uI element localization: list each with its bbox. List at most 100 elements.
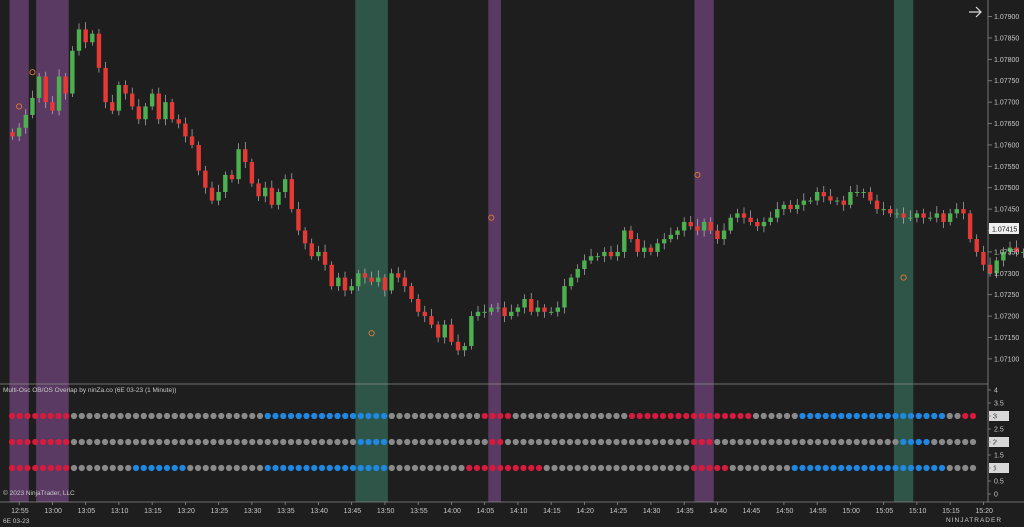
time-tick-label: 15:10: [909, 508, 927, 515]
osc-dot: [675, 438, 682, 446]
osc-dot: [318, 464, 326, 472]
osc-dot: [396, 412, 403, 420]
osc-dot: [907, 438, 915, 446]
price-tick-label: 1.07550: [994, 164, 1019, 171]
candle-body: [462, 346, 467, 351]
candle-body: [828, 196, 833, 201]
osc-dot: [156, 412, 163, 420]
osc-dot: [683, 412, 690, 420]
osc-dot: [737, 438, 744, 446]
osc-dot: [272, 438, 279, 446]
candle-body: [110, 102, 115, 111]
osc-dot: [334, 412, 341, 420]
candle-body: [149, 93, 155, 107]
osc-dot: [55, 464, 62, 472]
osc-dot: [698, 464, 705, 472]
candle-body: [356, 273, 361, 287]
osc-dot: [574, 412, 581, 420]
osc-dot: [814, 464, 822, 472]
candle-body: [369, 277, 374, 282]
candle-body: [775, 209, 780, 218]
osc-dot: [621, 412, 628, 420]
candle-body: [535, 307, 541, 312]
price-axis: 1.07900 1.07850 1.07800 1.07750 1.07700 1.076…: [988, 14, 1019, 363]
osc-dot: [256, 412, 264, 420]
osc-dot: [783, 464, 791, 472]
osc-dot: [39, 412, 47, 420]
osc-dot: [163, 464, 171, 472]
arrow-right-icon[interactable]: [969, 6, 982, 18]
candle-body: [602, 251, 607, 257]
osc-dot: [295, 464, 302, 472]
osc-dot: [388, 412, 395, 420]
osc-dot: [861, 464, 868, 472]
osc-dot: [342, 438, 349, 446]
osc-dot: [962, 438, 969, 446]
osc-dot: [101, 412, 109, 420]
signal-marker: [900, 274, 907, 281]
candle-body: [1014, 247, 1019, 252]
osc-dot: [249, 412, 256, 420]
osc-dot: [16, 464, 23, 472]
osc-dot: [435, 412, 442, 420]
candle-body: [921, 213, 926, 218]
candle-body: [243, 149, 248, 163]
osc-dot: [783, 438, 791, 446]
osc-dot: [931, 438, 938, 446]
oscillator-panel: 3 2 1: [8, 411, 1009, 473]
candle-body: [389, 273, 394, 291]
osc-dot: [845, 438, 853, 446]
osc-dot: [373, 464, 380, 472]
osc-dot: [442, 438, 450, 446]
osc-dot: [218, 412, 225, 420]
candle-body: [721, 230, 727, 240]
osc-dot: [706, 412, 713, 420]
osc-dot: [442, 464, 450, 472]
time-tick-label: 13:20: [177, 508, 195, 515]
candle-body: [914, 213, 920, 218]
candle-body: [422, 311, 427, 317]
price-tick-label: 1.07650: [994, 121, 1019, 128]
osc-dot: [148, 438, 155, 446]
osc-dot: [497, 464, 504, 472]
osc-dot: [760, 464, 767, 472]
osc-dot: [39, 464, 47, 472]
osc-dot: [70, 464, 78, 472]
time-tick-label: 14:20: [576, 508, 594, 515]
time-tick-label: 13:40: [310, 508, 328, 515]
osc-dot: [280, 464, 287, 472]
osc-dot: [326, 464, 333, 472]
osc-dot: [148, 412, 155, 420]
osc-dot: [892, 438, 899, 446]
time-tick-label: 13:00: [44, 508, 62, 515]
candle-body: [203, 170, 208, 188]
osc-dot: [845, 412, 853, 420]
osc-tick-label: 4: [994, 388, 998, 395]
osc-dot: [853, 412, 860, 420]
osc-dot: [63, 464, 70, 472]
osc-dot: [225, 412, 233, 420]
candle-body: [309, 243, 314, 257]
osc-dot: [923, 464, 930, 472]
osc-dot: [249, 464, 256, 472]
osc-dot: [582, 464, 589, 472]
candle-body: [595, 256, 600, 258]
osc-dot: [342, 412, 349, 420]
osc-dot: [489, 438, 496, 446]
osc-dot: [822, 464, 829, 472]
osc-dot: [287, 438, 295, 446]
osc-dot: [590, 464, 597, 472]
candle-body: [529, 298, 534, 312]
osc-dot: [489, 464, 496, 472]
osc-dot: [202, 464, 209, 472]
osc-dot: [520, 412, 527, 420]
candle-body: [874, 200, 880, 210]
osc-dot: [63, 438, 70, 446]
osc-dot: [311, 412, 318, 420]
candle-body: [987, 264, 993, 274]
osc-dot: [621, 464, 628, 472]
candle-body: [10, 132, 15, 137]
osc-dot: [132, 464, 140, 472]
osc-dot: [768, 412, 775, 420]
